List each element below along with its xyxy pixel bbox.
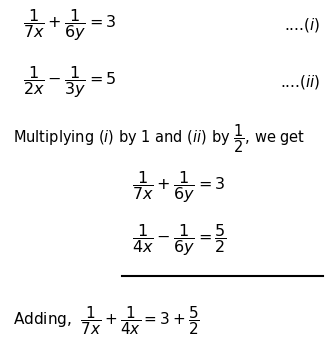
- Text: $\dfrac{1}{2x} - \dfrac{1}{3y} = 5$: $\dfrac{1}{2x} - \dfrac{1}{3y} = 5$: [23, 64, 116, 100]
- Text: Multiplying $(i)$ by 1 and $(ii)$ by $\dfrac{1}{2}$, we get: Multiplying $(i)$ by 1 and $(ii)$ by $\d…: [13, 122, 306, 155]
- Text: ....$(i)$: ....$(i)$: [284, 16, 320, 34]
- Text: $\dfrac{1}{7x} + \dfrac{1}{6y} = 3$: $\dfrac{1}{7x} + \dfrac{1}{6y} = 3$: [23, 7, 116, 43]
- Text: $\dfrac{1}{7x} + \dfrac{1}{6y} = 3$: $\dfrac{1}{7x} + \dfrac{1}{6y} = 3$: [132, 169, 225, 205]
- Text: Adding,  $\dfrac{1}{7x} + \dfrac{1}{4x} = 3 + \dfrac{5}{2}$: Adding, $\dfrac{1}{7x} + \dfrac{1}{4x} =…: [13, 304, 200, 337]
- Text: ....$(ii)$: ....$(ii)$: [280, 73, 320, 91]
- Text: $\dfrac{1}{4x} - \dfrac{1}{6y} = \dfrac{5}{2}$: $\dfrac{1}{4x} - \dfrac{1}{6y} = \dfrac{…: [132, 222, 227, 258]
